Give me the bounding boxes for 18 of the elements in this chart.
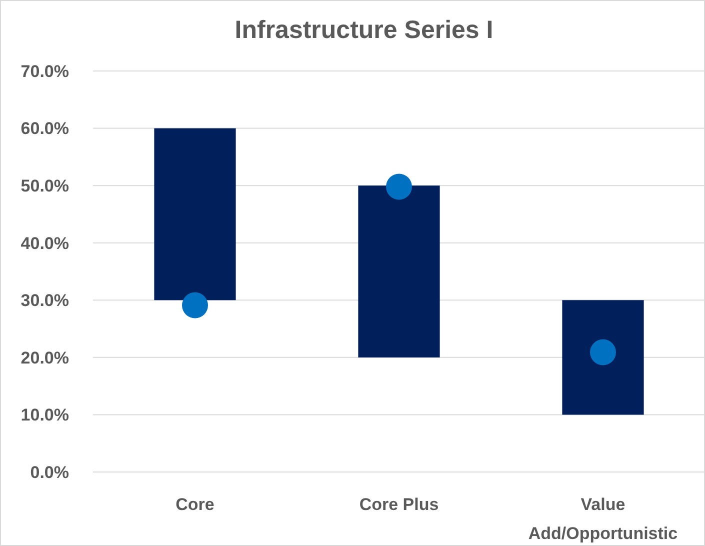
y-tick-label: 60.0% bbox=[20, 119, 69, 138]
x-tick-label: Core bbox=[176, 495, 214, 514]
y-tick-label: 0.0% bbox=[30, 462, 69, 482]
point bbox=[182, 292, 208, 318]
x-tick-label: Core Plus bbox=[359, 495, 439, 514]
bar bbox=[562, 300, 644, 415]
bar bbox=[358, 186, 440, 358]
y-tick-label: 30.0% bbox=[20, 291, 69, 310]
y-tick-label: 50.0% bbox=[20, 176, 69, 196]
x-tick-label: Value Add/Opportunistic bbox=[528, 495, 678, 543]
chart-title: Infrastructure Series I bbox=[234, 16, 494, 44]
y-tick-label: 70.0% bbox=[20, 62, 69, 81]
bar bbox=[154, 128, 236, 300]
y-tick-label: 20.0% bbox=[20, 348, 69, 368]
y-tick-label: 40.0% bbox=[20, 234, 69, 253]
point bbox=[590, 339, 616, 366]
y-tick-label: 10.0% bbox=[20, 406, 69, 425]
point bbox=[386, 174, 412, 200]
